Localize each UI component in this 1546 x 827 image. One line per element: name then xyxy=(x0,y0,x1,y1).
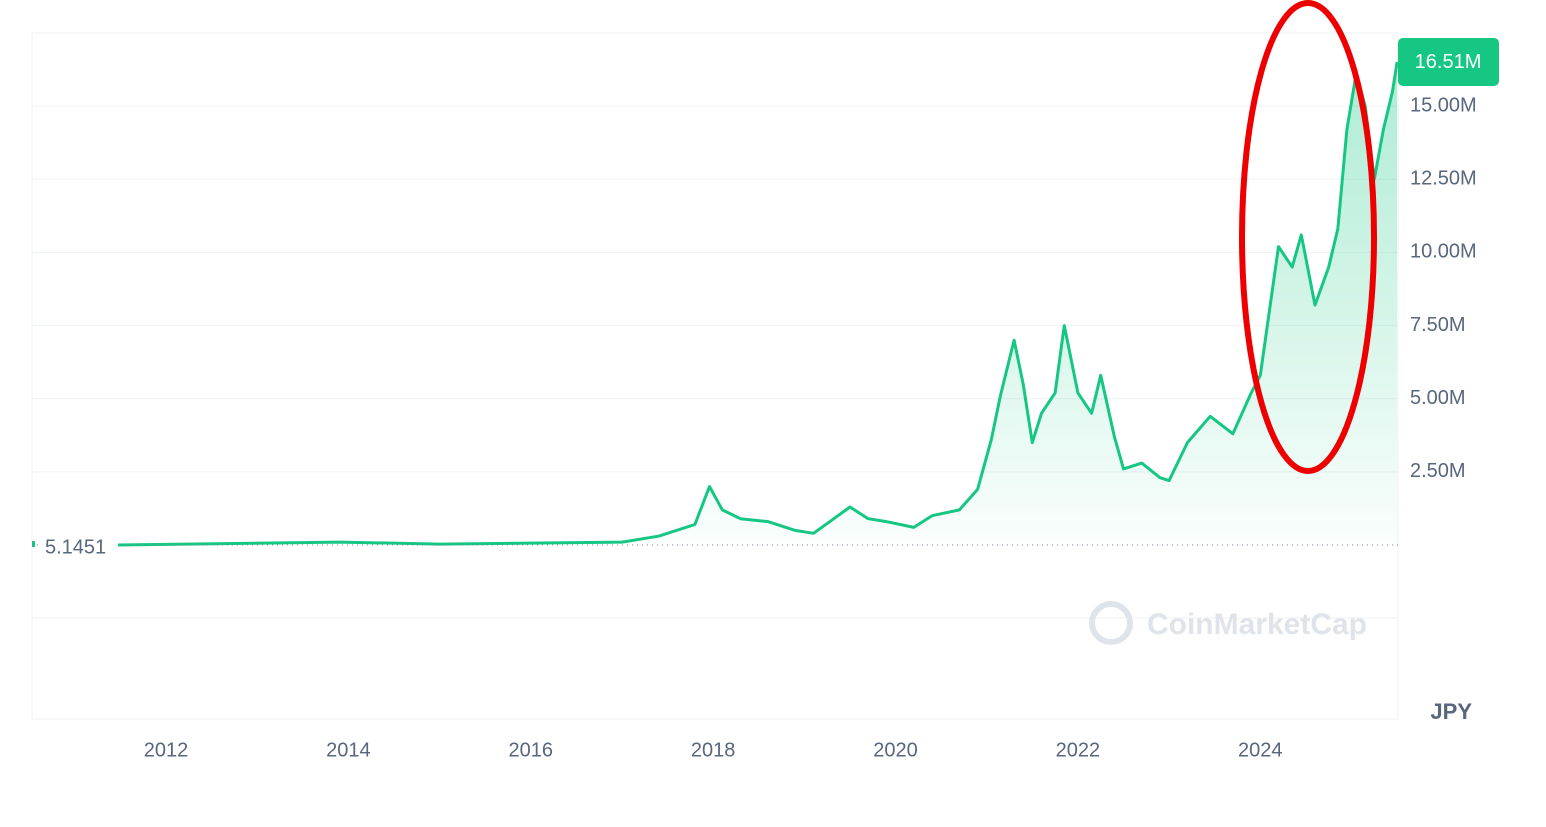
y-tick-label: 7.50M xyxy=(1410,314,1466,336)
watermark-logo xyxy=(1089,601,1133,645)
y-tick-label: 2.50M xyxy=(1410,460,1466,482)
current-price-badge xyxy=(1398,37,1499,86)
price-area xyxy=(117,62,1398,545)
current-price-label: 16.51M xyxy=(1415,51,1482,73)
y-tick-label: 12.50M xyxy=(1410,168,1477,190)
baseline-label: 5.1451 xyxy=(45,536,106,558)
watermark: CoinMarketCap xyxy=(1147,608,1367,641)
y-tick-label: 10.00M xyxy=(1410,241,1477,263)
highlight-ellipse xyxy=(1239,0,1377,474)
x-tick-label: 2018 xyxy=(691,739,736,761)
currency-label: JPY xyxy=(1430,699,1472,724)
plot-frame xyxy=(31,32,1399,720)
x-tick-label: 2024 xyxy=(1238,739,1283,761)
x-tick-label: 2020 xyxy=(873,739,918,761)
baseline-label-bg xyxy=(38,532,118,557)
baseline-marker xyxy=(32,540,35,547)
y-tick-label: 5.00M xyxy=(1410,387,1466,409)
x-tick-label: 2012 xyxy=(144,739,189,761)
x-tick-label: 2022 xyxy=(1056,739,1101,761)
x-tick-label: 2014 xyxy=(326,739,371,761)
x-tick-label: 2016 xyxy=(509,739,554,761)
y-tick-label: 15.00M xyxy=(1410,94,1477,116)
price-line xyxy=(117,61,1399,547)
